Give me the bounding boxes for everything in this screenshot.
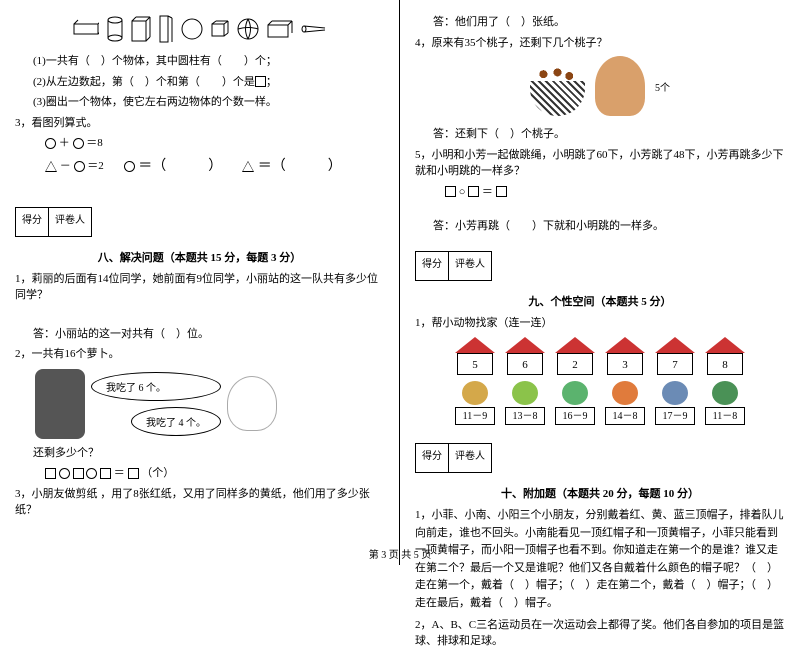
animal-box: 13－8 xyxy=(505,381,545,425)
house: 2 xyxy=(555,337,595,375)
house: 5 xyxy=(455,337,495,375)
monkey-icon xyxy=(595,56,645,116)
house: 6 xyxy=(505,337,545,375)
a5: 答：小芳再跳（ ）下就和小明跳的一样多。 xyxy=(415,218,785,235)
basket-icon xyxy=(530,81,585,116)
animal-box: 16－9 xyxy=(555,381,595,425)
shapes-row xyxy=(15,15,384,43)
s9-q1: 1，帮小动物找家（连一连） xyxy=(415,315,785,332)
score-box: 得分 评卷人 xyxy=(15,207,92,237)
section-10-title: 十、附加题（本题共 20 分，每题 10 分） xyxy=(415,485,785,501)
animal-box: 17－9 xyxy=(655,381,695,425)
animal-box: 11－8 xyxy=(705,381,745,425)
a4: 答：还剩下（ ）个桃子。 xyxy=(415,126,785,143)
cube-icon xyxy=(255,76,266,87)
monkey-scene: 5个 xyxy=(415,56,785,116)
s10-q2: 2，A、B、C三名运动员在一次运动会上都得了奖。他们各自参加的项目是篮球、排球和… xyxy=(415,617,785,650)
a3: 答：他们用了（ ）张纸。 xyxy=(415,14,785,31)
s8-a1: 答：小丽站的这一对共有（ ）位。 xyxy=(15,326,384,343)
s8-expr: ＝ （个） xyxy=(15,465,384,482)
houses-row: 562378 xyxy=(415,337,785,375)
bunny-scene: 我吃了 6 个。 我吃了 4 个。 xyxy=(15,369,384,439)
gray-rabbit-icon xyxy=(35,369,85,439)
s8-q3: 3，小朋友做剪纸 ，用了8张红纸，又用了同样多的黄纸，他们用了多少张纸？ xyxy=(15,486,384,519)
circle-icon xyxy=(45,138,56,149)
q1: (1)一共有（ ）个物体，其中圆柱有（ ）个； xyxy=(15,53,384,70)
q3: (3)圈出一个物体，使它左右两边物体的个数一样。 xyxy=(15,94,384,111)
q5: 5，小明和小芳一起做跳绳，小明跳了60下，小芳跳了48下，小芳再跳多少下就和小明… xyxy=(415,147,785,180)
section-9-title: 九、个性空间（本题共 5 分） xyxy=(415,293,785,309)
house: 8 xyxy=(705,337,745,375)
q2: (2)从左边数起，第（ ）个和第（ ）个是； xyxy=(15,74,384,91)
triangle-icon xyxy=(45,161,57,172)
q4: 4，原来有35个桃子，还剩下几个桃子？ xyxy=(415,35,785,52)
animals-row: 11－913－816－914－817－911－8 xyxy=(415,381,785,425)
section-8-title: 八、解决问题（本题共 15 分，每题 3 分） xyxy=(15,249,384,265)
page-footer: 第 3 页 共 5 页 xyxy=(0,546,800,561)
score-box-9: 得分 评卷人 xyxy=(415,251,492,281)
score-box-10: 得分 评卷人 xyxy=(415,443,492,473)
s8-q2: 2，一共有16个萝卜。 xyxy=(15,346,384,363)
speech-bubble-2: 我吃了 4 个。 xyxy=(131,407,221,436)
house: 7 xyxy=(655,337,695,375)
p3-title: 3，看图列算式。 xyxy=(15,115,384,132)
s8-q2b: 还剩多少个？ xyxy=(15,445,384,462)
house: 3 xyxy=(605,337,645,375)
speech-bubble-1: 我吃了 6 个。 xyxy=(91,372,221,401)
animal-box: 14－8 xyxy=(605,381,645,425)
white-rabbit-icon xyxy=(227,376,277,431)
s8-q1: 1，莉丽的后面有14位同学，她前面有9位同学，小丽站的这一队共有多少位同学？ xyxy=(15,271,384,304)
animal-box: 11－9 xyxy=(455,381,495,425)
